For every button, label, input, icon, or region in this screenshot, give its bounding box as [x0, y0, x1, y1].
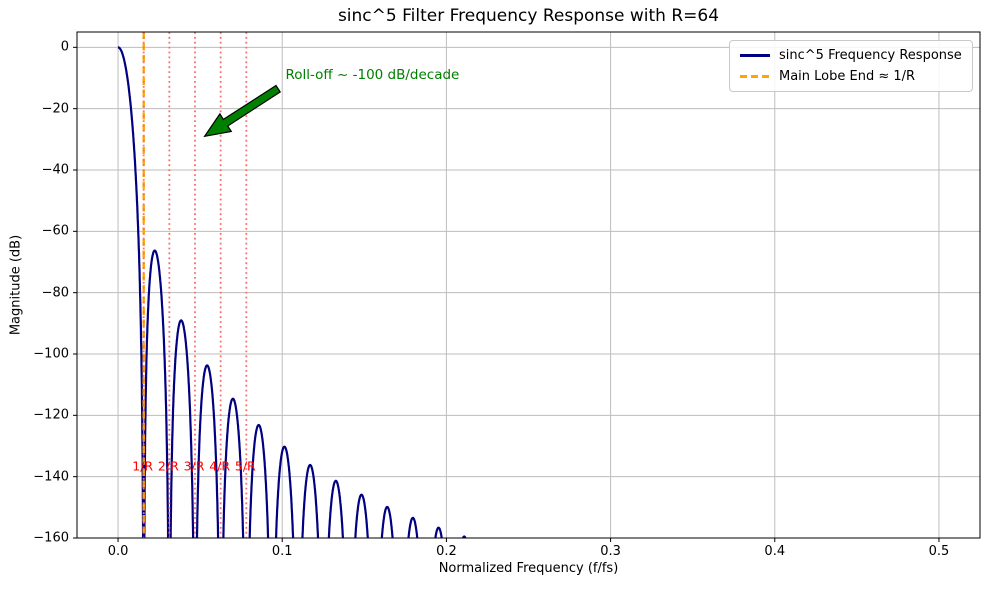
y-tick-label: −120: [33, 407, 69, 423]
navy-solid-line-swatch: [740, 54, 770, 57]
x-tick-label: 0.0: [107, 544, 129, 559]
r-multiple-label-5R: 5/R: [234, 458, 256, 474]
x-tick-label: 0.2: [436, 544, 457, 559]
x-tick-label: 0.3: [600, 544, 621, 559]
x-axis-label: Normalized Frequency (f/fs): [438, 561, 619, 576]
legend-item-label: sinc^5 Frequency Response: [779, 48, 962, 63]
x-tick-label: 0.5: [928, 544, 950, 559]
r-multiple-label-1R: 1/R: [132, 458, 154, 474]
y-tick-label: −80: [41, 285, 69, 301]
x-tick-label: 0.1: [271, 544, 293, 559]
legend-item-label: Main Lobe End ≈ 1/R: [779, 69, 916, 84]
y-tick-label: 0: [60, 39, 69, 55]
roll-off-arrow: [203, 84, 282, 138]
y-tick-label: −140: [33, 469, 69, 485]
y-tick-label: −20: [41, 101, 69, 117]
y-tick-label: −40: [41, 162, 69, 178]
r-multiple-label-2R: 2/R: [157, 458, 179, 474]
axes-spines: [76, 31, 981, 539]
y-tick-label: −100: [33, 346, 69, 362]
legend-item-response: sinc^5 Frequency Response: [740, 45, 962, 66]
chart-title: sinc^5 Filter Frequency Response with R=…: [337, 6, 720, 26]
r-multiple-label-4R: 4/R: [209, 458, 231, 474]
legend-item-main-lobe: Main Lobe End ≈ 1/R: [740, 66, 962, 87]
legend-box: sinc^5 Frequency Response Main Lobe End …: [729, 40, 973, 92]
roll-off-annotation: Roll-off ~ -100 dB/decade: [285, 66, 460, 83]
response-curve: [117, 46, 467, 538]
y-tick-label: −60: [41, 223, 69, 239]
x-tick-label: 0.4: [764, 544, 786, 559]
gridlines: [77, 32, 980, 539]
orange-dashed-line-swatch: [740, 75, 770, 78]
y-tick-label: −160: [33, 530, 69, 546]
y-axis-label: Magnitude (dB): [8, 234, 24, 336]
axis-ticks: [73, 46, 940, 542]
r-multiple-label-3R: 3/R: [183, 458, 205, 474]
